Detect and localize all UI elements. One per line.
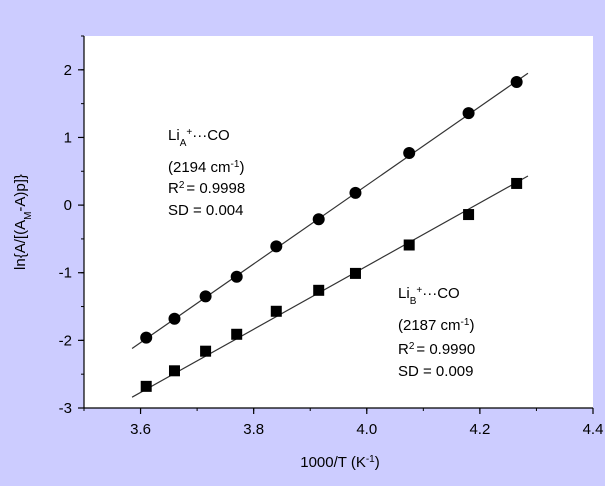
data-point-series-b [200, 345, 212, 357]
fit-line-series-b [131, 175, 529, 398]
y-tick-label: 1 [64, 129, 72, 146]
y-tick-label: -1 [59, 265, 72, 282]
fit-line-series-a [131, 72, 529, 349]
x-axis-label: 1000/T (K-1) [300, 454, 380, 472]
data-point-series-b [168, 365, 180, 377]
annotation-b-wavenumber: (2187 cm-1) [398, 317, 474, 335]
data-point-series-a [270, 240, 283, 253]
data-point-series-b [313, 284, 325, 296]
data-point-series-a [140, 331, 153, 344]
x-tick-label: 4.4 [583, 421, 604, 438]
data-point-series-b [270, 305, 282, 317]
data-point-series-b [140, 380, 152, 392]
data-point-series-b [511, 177, 523, 189]
x-tick-label: 4.2 [469, 421, 490, 438]
fit-lines [131, 72, 529, 398]
annotation-series-b: LiB+···CO (2187 cm-1) R2 = 0.9990 SD = 0.… [398, 285, 475, 381]
annotation-b-sd: SD = 0.009 [398, 363, 473, 380]
data-point-series-a [462, 107, 475, 120]
data-point-series-b [231, 328, 243, 340]
annotation-a-sd: SD = 0.004 [168, 202, 243, 219]
data-point-series-a [230, 270, 243, 283]
annotation-a-species: LiA+···CO [168, 127, 230, 149]
y-tick-label: 2 [64, 62, 72, 79]
data-point-series-b [463, 209, 475, 221]
y-tick-label: -2 [59, 332, 72, 349]
y-axis-ticks: -3 -2 -1 0 1 2 [59, 35, 84, 417]
annotation-series-a: LiA+···CO (2194 cm-1) R2 = 0.9998 SD = 0.… [168, 127, 245, 220]
x-tick-label: 4.0 [356, 421, 377, 438]
annotation-a-r2: R2 = 0.9998 [168, 180, 245, 198]
data-point-series-a [199, 290, 212, 303]
y-tick-label: -3 [59, 400, 72, 417]
y-tick-label: 0 [64, 197, 72, 214]
annotation-a-wavenumber: (2194 cm-1) [168, 159, 244, 177]
data-point-series-a [349, 186, 362, 199]
data-point-series-a [312, 213, 325, 226]
x-tick-label: 3.8 [243, 421, 264, 438]
data-markers [140, 75, 523, 392]
data-point-series-b [403, 239, 415, 251]
x-tick-label: 3.6 [130, 421, 151, 438]
x-axis-ticks: 3.6 3.8 4.0 4.2 4.4 [83, 408, 604, 438]
data-point-series-a [168, 312, 181, 325]
data-point-series-a [510, 75, 523, 88]
data-point-series-a [403, 147, 416, 160]
annotation-b-r2: R2 = 0.9990 [398, 341, 475, 359]
annotation-b-species: LiB+···CO [398, 285, 460, 307]
y-axis-label: ln{A/[(AM-A)p]} [12, 174, 34, 270]
data-point-series-b [349, 267, 361, 279]
plot-area [84, 36, 593, 408]
